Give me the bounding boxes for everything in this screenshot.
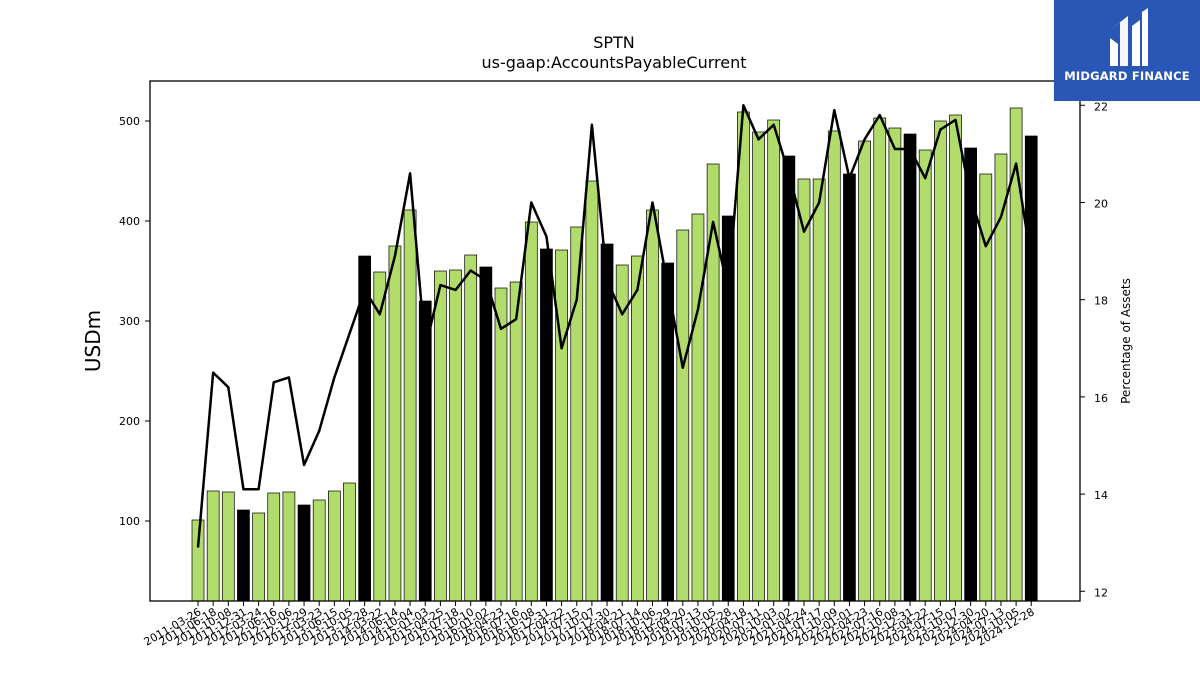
- bar: [464, 254, 478, 602]
- bar: [964, 147, 978, 602]
- bar: [449, 269, 462, 602]
- bar: [191, 519, 205, 602]
- bar: [358, 255, 371, 602]
- bar: [767, 119, 781, 602]
- bar: [237, 509, 250, 602]
- bar: [282, 491, 296, 602]
- bar: [267, 492, 281, 602]
- bar: [297, 504, 311, 602]
- y2-tick-label: 22: [1094, 100, 1108, 113]
- bar: [343, 482, 356, 602]
- bar: [676, 229, 690, 602]
- y-axis-label-left: USDm: [81, 310, 105, 372]
- bar: [1024, 135, 1038, 602]
- bar: [570, 226, 584, 602]
- y2-tick-label: 16: [1094, 392, 1108, 405]
- y2-tick-label: 12: [1094, 586, 1108, 599]
- bar: [312, 499, 326, 602]
- bar: [858, 140, 871, 602]
- chart-subtitle: us-gaap:AccountsPayableCurrent: [481, 53, 746, 72]
- bar: [585, 180, 599, 602]
- bar: [630, 255, 644, 602]
- bar: [328, 490, 341, 602]
- bar: [782, 155, 796, 602]
- bar: [388, 245, 402, 602]
- bar: [933, 120, 947, 602]
- y2-tick-label: 20: [1094, 197, 1108, 210]
- midgard-logo-icon: [1110, 8, 1148, 66]
- bar: [600, 243, 614, 602]
- y-tick-label: 500: [119, 115, 140, 128]
- y-tick-label: 200: [119, 415, 140, 428]
- bar: [221, 491, 235, 602]
- brand-logo-text: MIDGARD FINANCE: [1064, 69, 1190, 83]
- bar: [797, 178, 811, 602]
- bar: [949, 114, 962, 602]
- bar: [994, 153, 1008, 602]
- bar: [873, 117, 887, 602]
- brand-logo: MIDGARD FINANCE: [1054, 0, 1200, 101]
- plot-frame: [149, 80, 1081, 602]
- bar-series: [191, 107, 1038, 602]
- bar: [524, 221, 538, 602]
- bar: [843, 173, 856, 602]
- bar: [509, 281, 523, 602]
- ticks: 1002003004005001214161820222011-03-26201…: [119, 100, 1108, 648]
- bar: [494, 287, 508, 602]
- axes: [149, 80, 1081, 602]
- line-series: [196, 104, 1033, 548]
- bar: [706, 163, 720, 602]
- bar: [206, 490, 220, 602]
- bar: [540, 248, 553, 602]
- bar: [691, 213, 705, 602]
- bar: [827, 130, 841, 602]
- bar: [888, 127, 902, 602]
- bar: [373, 271, 387, 602]
- bar: [918, 149, 932, 602]
- bar: [903, 133, 917, 602]
- bar: [812, 178, 826, 602]
- y2-tick-label: 18: [1094, 295, 1108, 308]
- bar: [479, 266, 493, 602]
- bar: [403, 209, 417, 602]
- bar: [434, 270, 447, 602]
- bar: [646, 209, 659, 602]
- y-axis-label-right: Percentage of Assets: [1119, 278, 1133, 404]
- chart-title: SPTN: [593, 33, 635, 52]
- y-tick-label: 300: [119, 315, 140, 328]
- y-tick-label: 100: [119, 515, 140, 528]
- y-tick-label: 400: [119, 215, 140, 228]
- bar: [252, 512, 265, 602]
- bar: [555, 249, 568, 602]
- y2-tick-label: 14: [1094, 489, 1108, 502]
- bar: [737, 111, 750, 602]
- bar: [752, 131, 765, 602]
- percentage-line: [196, 104, 1033, 548]
